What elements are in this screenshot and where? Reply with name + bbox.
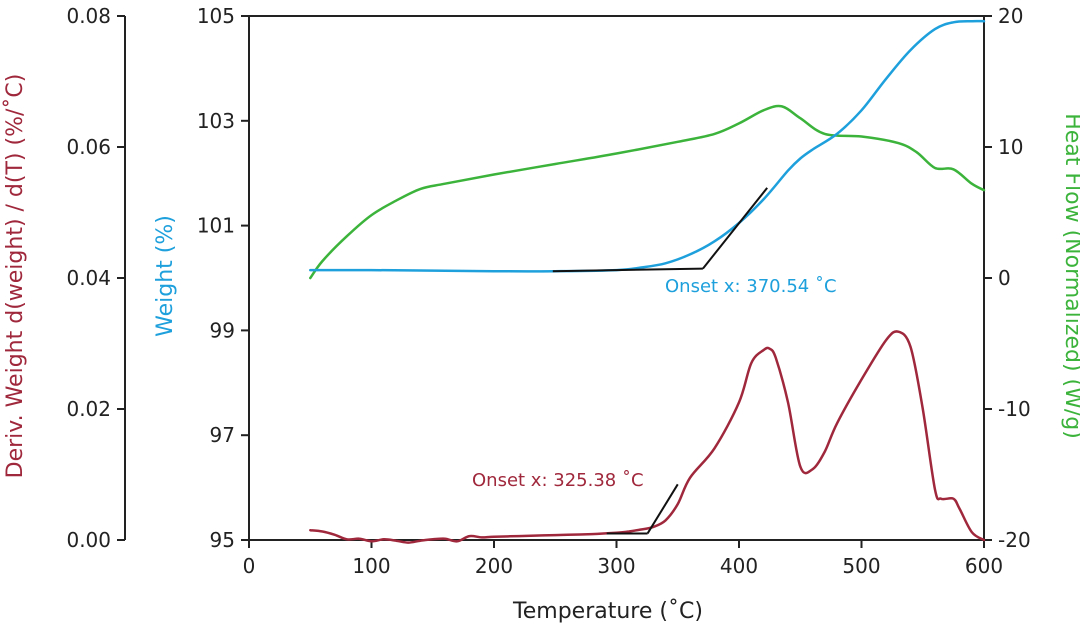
weight-tick-label: 97 (210, 423, 235, 447)
x-tick-label: 100 (352, 554, 390, 578)
x-tick-label: 400 (720, 554, 758, 578)
deriv-tick-label: 0.00 (66, 528, 111, 552)
deriv-axis-title: Deriv. Weight d(weight) / d(T) (%/˚C) (3, 74, 28, 479)
x-tick-label: 200 (475, 554, 513, 578)
deriv-onset-label: Onset x: 325.38 ˚C (472, 470, 644, 491)
series-group (309, 19, 986, 544)
deriv-onset-tangent (646, 483, 679, 534)
heatflow-tick-label: 0 (998, 266, 1011, 290)
x-axis-title: Temperature (˚C) (512, 599, 703, 624)
heatflow-axis-title: Heat Flow (Normalized) (W/g) (1060, 113, 1080, 439)
x-tick-label: 600 (965, 554, 1003, 578)
heatflow-tick-label: -20 (998, 528, 1031, 552)
heatflow-series-line (309, 104, 986, 280)
weight-tick-label: 101 (197, 214, 235, 238)
deriv-axis-ticks: 0.00 0.02 0.04 0.06 0.08 (66, 4, 125, 552)
heatflow-axis-ticks: -20 -10 0 10 20 (984, 4, 1031, 552)
weight-tick-label: 95 (210, 528, 235, 552)
deriv-series-line (309, 330, 986, 544)
deriv-tick-label: 0.02 (66, 397, 111, 421)
weight-axis-ticks: 95 97 99 101 103 105 (197, 4, 249, 552)
deriv-tick-label: 0.04 (66, 266, 111, 290)
deriv-tick-label: 0.08 (66, 4, 111, 28)
x-tick-label: 0 (243, 554, 256, 578)
weight-axis-title: Weight (%) (153, 215, 178, 337)
x-tick-label: 300 (597, 554, 635, 578)
heatflow-tick-label: -10 (998, 397, 1031, 421)
weight-onset-label: Onset x: 370.54 ˚C (665, 276, 837, 297)
weight-tick-label: 103 (197, 109, 235, 133)
weight-tick-label: 105 (197, 4, 235, 28)
heatflow-tick-label: 20 (998, 4, 1023, 28)
deriv-tick-label: 0.06 (66, 135, 111, 159)
weight-series-line (309, 19, 986, 273)
heatflow-tick-label: 10 (998, 135, 1023, 159)
x-axis-ticks: 0 100 200 300 400 500 600 (243, 540, 1003, 578)
weight-tick-label: 99 (210, 318, 235, 342)
deriv-axis-group: 0.00 0.02 0.04 0.06 0.08 Deriv. Weight d(wei… (3, 4, 126, 552)
annotations-group: Onset x: 370.54 ˚C Onset x: 325.38 ˚C (472, 187, 837, 535)
weight-onset-tangent (702, 187, 768, 270)
weight-onset-baseline (552, 267, 703, 273)
x-tick-label: 500 (842, 554, 880, 578)
